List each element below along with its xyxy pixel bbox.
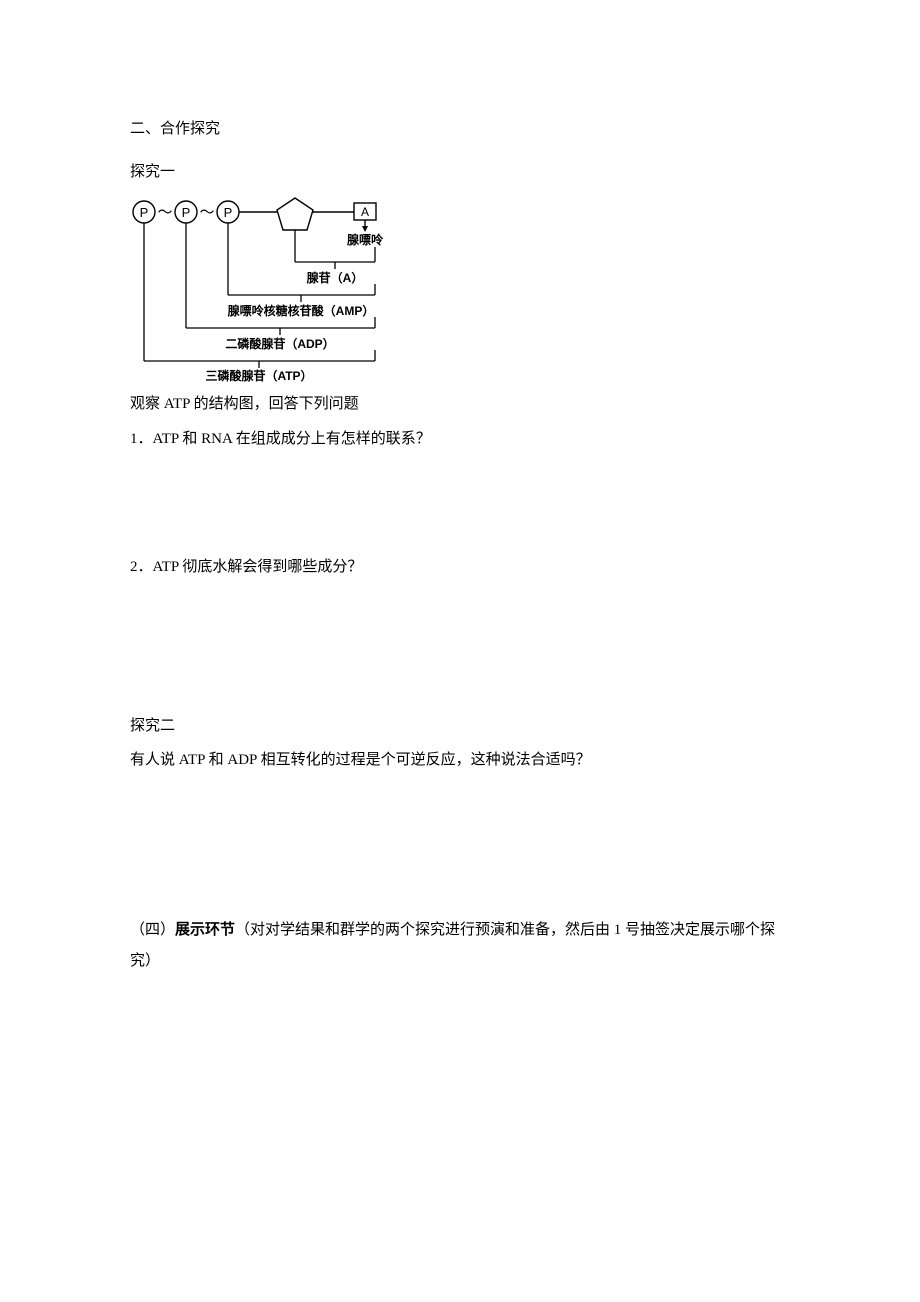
ribose-pentagon	[277, 198, 313, 230]
section-heading: 二、合作探究	[130, 115, 790, 144]
question-2: 2．ATP 彻底水解会得到哪些成分？	[130, 553, 790, 582]
atp-structure-diagram: P ～ P ～ P A 腺嘌呤 腺苷（A） 腺嘌呤核	[130, 192, 440, 382]
adenosine-text: 腺苷（A）	[307, 270, 364, 285]
bond-tilde-2: ～	[199, 204, 214, 221]
phosphate-label-1: P	[140, 205, 149, 220]
phosphate-label-2: P	[182, 205, 191, 220]
adenine-arrow-head	[362, 226, 368, 232]
inquiry-one-label: 探究一	[130, 158, 790, 187]
section-four-bold: 展示环节	[175, 922, 235, 938]
adenine-label: A	[361, 205, 369, 219]
inquiry-two-label: 探究二	[130, 712, 790, 741]
atp-text: 三磷酸腺苷（ATP）	[205, 368, 312, 382]
question-1: 1．ATP 和 RNA 在组成成分上有怎样的联系？	[130, 425, 790, 454]
bond-tilde-1: ～	[157, 204, 172, 221]
amp-text: 腺嘌呤核糖核苷酸（AMP）	[228, 303, 375, 318]
adp-text: 二磷酸腺苷（ADP）	[225, 336, 334, 351]
inquiry-two-text: 有人说 ATP 和 ADP 相互转化的过程是个可逆反应，这种说法合适吗？	[130, 746, 790, 775]
adenine-text: 腺嘌呤	[347, 232, 384, 247]
section-four-prefix: （四）	[130, 922, 175, 938]
observation-text: 观察 ATP 的结构图，回答下列问题	[130, 390, 790, 419]
section-four: （四）展示环节（对对学结果和群学的两个探究进行预演和准备，然后由 1 号抽签决定…	[130, 915, 790, 978]
phosphate-label-3: P	[224, 205, 233, 220]
